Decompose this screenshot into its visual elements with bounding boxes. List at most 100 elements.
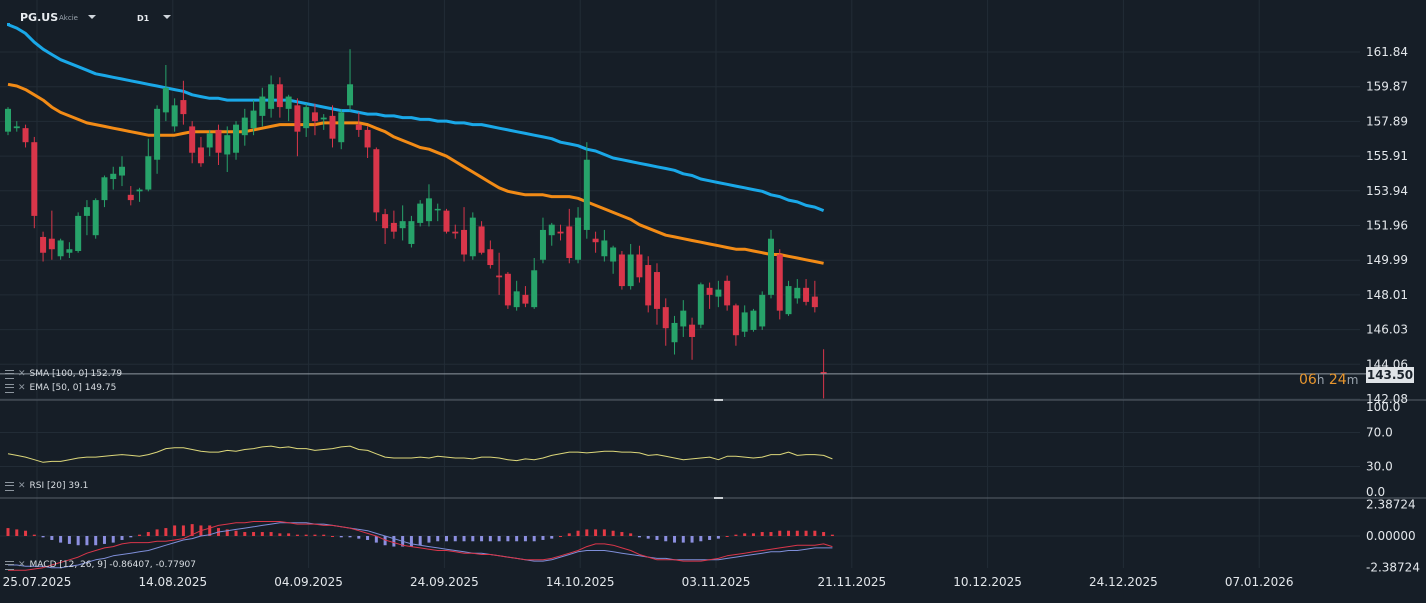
candle <box>390 210 397 239</box>
candle <box>399 205 406 241</box>
macd-histogram-bar <box>699 536 703 542</box>
close-icon[interactable]: ✕ <box>18 560 26 570</box>
candle-body <box>154 108 161 160</box>
candle <box>276 77 283 118</box>
macd-tick-label: 2.38724 <box>1366 498 1416 512</box>
macd-histogram-bar <box>445 536 448 542</box>
candle-body <box>811 296 818 308</box>
candle <box>741 305 748 337</box>
candle <box>75 212 82 253</box>
sma-indicator-legend[interactable]: ✕ SMA [100, 0] 152.79 <box>5 369 122 379</box>
candle-body <box>13 126 20 129</box>
rsi-indicator-legend[interactable]: ✕ RSI [20] 39.1 <box>5 481 88 491</box>
macd-histogram-bar <box>708 536 712 540</box>
macd-histogram-bar <box>339 536 343 538</box>
symbol-dropdown-icon[interactable] <box>88 15 96 19</box>
macd-histogram-bar <box>664 536 668 542</box>
y-tick-label: 146.03 <box>1366 323 1408 337</box>
macd-histogram-bar <box>637 536 641 538</box>
candle <box>601 229 608 262</box>
candle <box>575 207 582 264</box>
settings-lines-icon[interactable] <box>5 481 14 491</box>
macd-histogram-bar <box>111 536 115 543</box>
candle-body <box>31 142 38 216</box>
settings-lines-icon[interactable] <box>5 560 14 570</box>
candle-body <box>566 226 573 259</box>
pane-resize-handle <box>714 497 723 499</box>
rsi-tick-label: 100.0 <box>1366 400 1400 414</box>
macd-histogram-bar <box>24 530 28 536</box>
y-tick-label: 149.99 <box>1366 253 1408 267</box>
macd-line <box>8 522 833 569</box>
candle <box>110 166 117 190</box>
macd-histogram-bar <box>278 533 282 536</box>
macd-histogram-bar <box>734 534 738 536</box>
x-tick-label: 07.01.2026 <box>1225 575 1294 589</box>
macd-histogram-bar <box>260 532 264 536</box>
settings-lines-icon[interactable] <box>5 383 14 393</box>
symbol-selector[interactable]: PG.US <box>20 11 58 24</box>
rsi-label: RSI [20] 39.1 <box>29 481 89 491</box>
candle <box>610 245 617 274</box>
candle <box>31 136 38 229</box>
candle-body <box>820 372 827 374</box>
candle <box>285 94 292 122</box>
macd-histogram-bar <box>506 536 510 542</box>
candle <box>162 64 169 122</box>
candle-body <box>636 254 643 278</box>
macd-histogram-bar <box>576 530 580 536</box>
macd-histogram-bar <box>252 532 256 536</box>
candle <box>5 107 11 136</box>
macd-histogram-bar <box>462 536 466 542</box>
close-icon[interactable]: ✕ <box>18 481 26 491</box>
candle <box>811 280 818 313</box>
macd-tick-label: 0.00000 <box>1366 529 1416 543</box>
candle-body <box>601 240 608 257</box>
macd-indicator-legend[interactable]: ✕ MACD [12, 26, 9] -0.86407, -0.77907 <box>5 560 196 570</box>
ema-indicator-legend[interactable]: ✕ EMA [50, 0] 149.75 <box>5 383 116 393</box>
candle <box>92 198 99 239</box>
candle <box>224 126 231 173</box>
candle <box>653 263 660 325</box>
countdown-m-unit: m <box>1346 373 1359 387</box>
candle-body <box>724 280 731 306</box>
candle <box>197 136 204 167</box>
candle-body <box>224 135 231 155</box>
candle <box>320 114 327 130</box>
candle-body <box>461 229 468 255</box>
timeframe-selector[interactable]: D1 <box>137 14 150 23</box>
candle <box>732 303 739 346</box>
candle-body <box>311 112 318 122</box>
candle-body <box>127 194 134 201</box>
y-tick-label: 157.89 <box>1366 114 1408 128</box>
macd-histogram-bar <box>673 536 677 543</box>
candle-body <box>443 210 450 232</box>
candle-body <box>408 221 415 244</box>
close-icon[interactable]: ✕ <box>18 369 26 379</box>
x-tick-label: 25.07.2025 <box>3 575 72 589</box>
macd-histogram-bar <box>67 536 71 544</box>
candle-body <box>434 208 441 211</box>
candle <box>373 147 380 222</box>
candle-countdown: 06h 24m <box>1299 372 1358 388</box>
candle <box>504 272 511 309</box>
candle <box>241 108 248 146</box>
macd-histogram-bar <box>523 536 527 542</box>
candle-body <box>671 322 678 343</box>
candle-body <box>776 254 783 311</box>
close-icon[interactable]: ✕ <box>18 383 26 393</box>
timeframe-dropdown-icon[interactable] <box>163 15 171 19</box>
y-tick-label: 155.91 <box>1366 149 1408 163</box>
x-tick-label: 14.08.2025 <box>138 575 207 589</box>
settings-lines-icon[interactable] <box>5 369 14 379</box>
macd-histogram-bar <box>59 536 63 543</box>
candle-body <box>522 294 529 304</box>
candle-body <box>355 124 362 130</box>
candle-body <box>645 265 652 306</box>
x-tick-label: 21.11.2025 <box>817 575 886 589</box>
candle-body <box>347 84 354 106</box>
candle-body <box>531 270 538 308</box>
candle-body <box>689 324 696 337</box>
candle <box>48 210 55 260</box>
